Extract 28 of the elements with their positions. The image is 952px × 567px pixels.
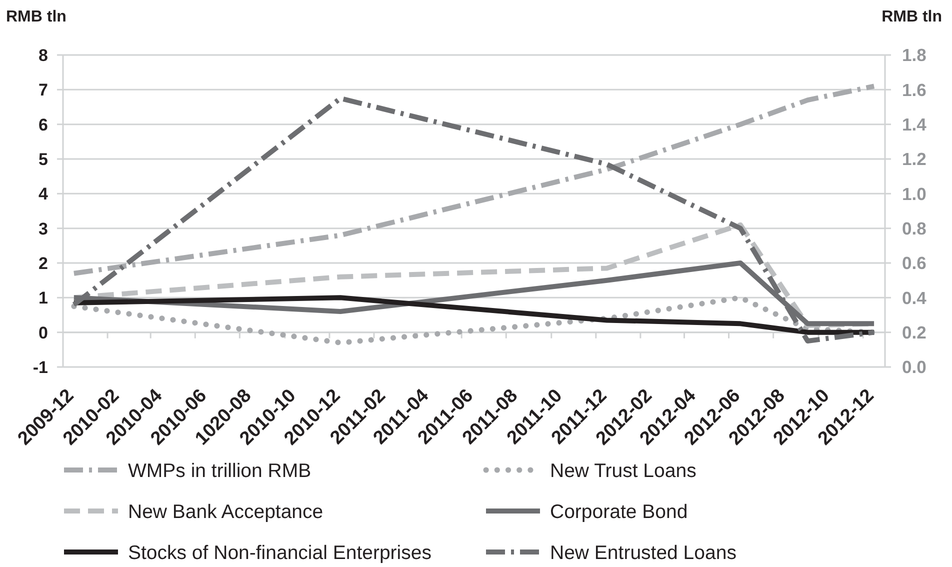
y2-tick-label: 0.8 <box>902 218 927 238</box>
legend-label: Stocks of Non-financial Enterprises <box>128 542 432 564</box>
y2-tick-label: 1.8 <box>902 45 927 66</box>
y2-tick-label: 0.0 <box>902 357 927 378</box>
y-tick-label: 0 <box>38 323 48 342</box>
y-tick-label: 3 <box>38 219 48 238</box>
y2-tick-label: 1.6 <box>902 80 927 100</box>
y2-tick-label: 1.4 <box>902 114 927 134</box>
y-tick-label: 1 <box>38 288 48 308</box>
legend-label: New Entrusted Loans <box>550 542 737 564</box>
y2-tick-label: 1.0 <box>902 184 927 204</box>
legend-label: New Bank Acceptance <box>128 500 324 523</box>
y-tick-label: 2 <box>38 254 48 273</box>
y-tick-label: -1 <box>32 358 48 377</box>
y2-tick-label: 0.2 <box>902 322 927 342</box>
legend-label: Corporate Bond <box>550 500 688 523</box>
legend-label: New Trust Loans <box>550 460 697 482</box>
y2-tick-label: 1.2 <box>902 149 927 170</box>
y-tick-label: 5 <box>38 150 48 169</box>
legend-label: WMPs in trillion RMB <box>128 460 312 482</box>
y2-tick-label: 0.4 <box>902 288 927 308</box>
y-tick-label: 6 <box>38 115 48 134</box>
y-tick-label: 7 <box>38 80 48 100</box>
y-tick-label: 4 <box>38 184 49 204</box>
y-tick-label: 8 <box>38 46 48 65</box>
y2-tick-label: 0.6 <box>902 253 927 274</box>
y-axis-title: RMB tln <box>6 8 66 26</box>
y2-axis-title: RMB tln <box>882 8 942 26</box>
